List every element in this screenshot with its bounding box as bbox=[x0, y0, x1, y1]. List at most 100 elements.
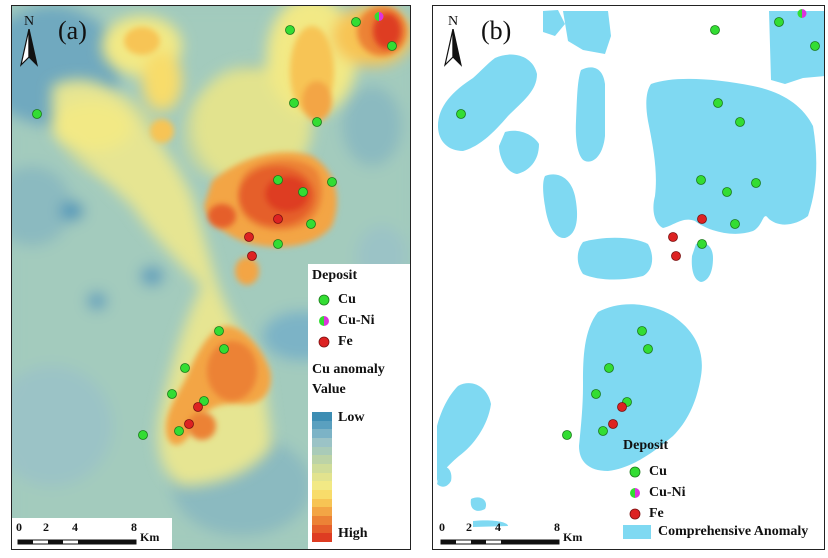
cu-deposit-marker bbox=[722, 187, 732, 197]
cu-deposit-marker bbox=[810, 41, 820, 51]
anomaly-zone bbox=[473, 520, 508, 527]
anomaly-zone bbox=[470, 497, 487, 511]
fe-deposit-marker bbox=[608, 419, 618, 429]
fe-deposit-marker bbox=[273, 214, 283, 224]
cu-deposit-marker bbox=[710, 25, 720, 35]
cu-deposit-marker bbox=[180, 363, 190, 373]
anomaly-zones bbox=[437, 10, 824, 527]
cu-deposit-marker bbox=[643, 344, 653, 354]
cu-deposit-marker bbox=[285, 25, 295, 35]
legend-b-deposits: Deposit Cu Cu-Ni Fe bbox=[619, 436, 739, 521]
legend-deposit-title: Deposit bbox=[623, 438, 669, 453]
north-arrow-icon: N bbox=[442, 14, 464, 67]
cu-ni-deposit-marker bbox=[797, 9, 807, 18]
legend-cu-ni-label: Cu-Ni bbox=[338, 313, 375, 328]
ramp-step bbox=[312, 533, 332, 543]
cu-deposit-marker bbox=[751, 178, 761, 188]
ramp-step bbox=[312, 429, 332, 439]
cu-deposit-marker bbox=[598, 426, 608, 436]
fe-deposit-marker bbox=[671, 251, 681, 261]
legend-deposit-title: Deposit bbox=[312, 268, 358, 283]
fe-deposit-marker bbox=[184, 419, 194, 429]
cu-ni-legend-icon bbox=[630, 488, 640, 498]
fe-legend-icon bbox=[318, 336, 330, 348]
deposit-markers bbox=[32, 12, 397, 440]
cu-deposit-marker bbox=[637, 326, 647, 336]
cu-deposit-marker bbox=[774, 17, 784, 27]
ramp-high-label: High bbox=[338, 526, 368, 541]
cu-legend-icon bbox=[318, 294, 330, 306]
scale-label-8: 8 bbox=[554, 520, 560, 534]
comprehensive-anomaly-label: Comprehensive Anomaly bbox=[658, 524, 809, 539]
legend-cu-label: Cu bbox=[649, 464, 667, 479]
fe-deposit-marker bbox=[244, 232, 254, 242]
scale-label-8: 8 bbox=[131, 520, 137, 534]
cu-deposit-marker bbox=[32, 109, 42, 119]
scale-unit: Km bbox=[563, 530, 583, 544]
cu-deposit-marker bbox=[273, 175, 283, 185]
legend-a: Deposit Cu Cu-Ni Fe Cu anomaly Value Low… bbox=[308, 264, 410, 549]
anomaly-zone bbox=[579, 304, 702, 471]
anomaly-zone bbox=[437, 383, 491, 482]
ramp-step bbox=[312, 498, 332, 508]
scale-unit: Km bbox=[140, 530, 160, 544]
ramp-step bbox=[312, 438, 332, 448]
anomaly-zone bbox=[691, 242, 713, 282]
cu-deposit-marker bbox=[199, 396, 209, 406]
cu-deposit-marker bbox=[312, 117, 322, 127]
cu-deposit-marker bbox=[730, 219, 740, 229]
cu-deposit-marker bbox=[387, 41, 397, 51]
cu-deposit-marker bbox=[219, 344, 229, 354]
cu-ni-legend-icon bbox=[319, 316, 329, 326]
anomaly-zone bbox=[577, 237, 653, 280]
scale-label-0: 0 bbox=[16, 520, 22, 534]
cu-deposit-marker bbox=[604, 363, 614, 373]
legend-cu-label: Cu bbox=[338, 292, 356, 307]
north-label: N bbox=[447, 14, 459, 29]
ramp-step bbox=[312, 446, 332, 456]
ramp-step bbox=[312, 524, 332, 534]
anomaly-surface bbox=[12, 6, 410, 549]
panel-b-comprehensive-anomaly-map: (b) N bbox=[432, 5, 825, 550]
fe-legend-icon bbox=[629, 508, 641, 520]
panel-b-label: (b) bbox=[481, 16, 512, 45]
anomaly-zone bbox=[438, 54, 537, 151]
cu-deposit-marker bbox=[327, 177, 337, 187]
ramp-low-label: Low bbox=[338, 410, 365, 425]
ramp-step bbox=[312, 516, 332, 526]
scale-label-0: 0 bbox=[439, 520, 445, 534]
panel-a-label: (a) bbox=[58, 16, 87, 45]
anomaly-zone bbox=[543, 10, 565, 36]
deposit-markers bbox=[456, 9, 820, 440]
anomaly-title-line2: Value bbox=[312, 382, 346, 397]
scale-label-2: 2 bbox=[466, 520, 472, 534]
anomaly-zone bbox=[575, 67, 605, 162]
ramp-step bbox=[312, 490, 332, 500]
anomaly-zone bbox=[769, 11, 824, 84]
cu-legend-icon bbox=[629, 466, 641, 478]
scale-bar-a: 0 2 4 8 Km bbox=[12, 518, 172, 549]
cu-deposit-marker bbox=[697, 239, 707, 249]
legend-cu-ni-label: Cu-Ni bbox=[649, 485, 686, 500]
cu-deposit-marker bbox=[298, 187, 308, 197]
fe-deposit-marker bbox=[697, 214, 707, 224]
ramp-step bbox=[312, 455, 332, 465]
ramp-step bbox=[312, 464, 332, 474]
cu-deposit-marker bbox=[735, 117, 745, 127]
cu-deposit-marker bbox=[351, 17, 361, 27]
anomaly-zone bbox=[543, 174, 578, 239]
color-ramp bbox=[312, 412, 332, 543]
legend-fe-label: Fe bbox=[649, 506, 664, 521]
anomaly-title-line1: Cu anomaly bbox=[312, 362, 385, 377]
ramp-step bbox=[312, 481, 332, 491]
fe-deposit-marker bbox=[668, 232, 678, 242]
anomaly-zone bbox=[437, 466, 452, 487]
fe-deposit-marker bbox=[193, 402, 203, 412]
scale-label-4: 4 bbox=[72, 520, 78, 534]
north-arrow-icon: N bbox=[18, 14, 40, 67]
cu-deposit-marker bbox=[456, 109, 466, 119]
cu-deposit-marker bbox=[713, 98, 723, 108]
scale-label-2: 2 bbox=[43, 520, 49, 534]
north-label: N bbox=[23, 14, 35, 29]
cu-ni-deposit-marker bbox=[374, 12, 384, 21]
